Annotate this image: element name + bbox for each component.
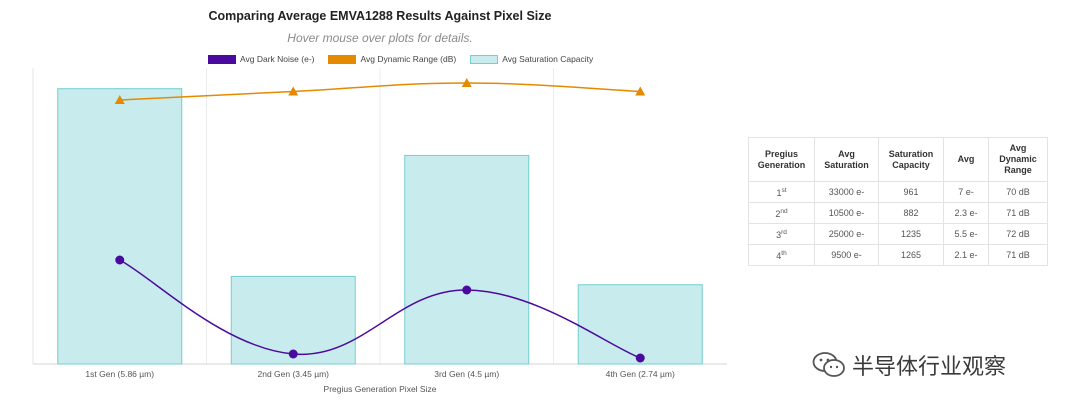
saturation-bar bbox=[404, 154, 530, 365]
cell-saturation-capacity: 961 bbox=[878, 181, 944, 203]
dynamic-range-point bbox=[288, 86, 299, 96]
watermark: 半导体行业观察 bbox=[812, 349, 1006, 381]
cell-avg: 2.1 e- bbox=[943, 244, 989, 266]
cell-avg: 7 e- bbox=[943, 181, 989, 203]
x-tick-label: 3rd Gen (4.5 µm) bbox=[434, 369, 499, 379]
chart-legend: Avg Dark Noise (e-) Avg Dynamic Range (d… bbox=[208, 52, 607, 66]
header-avg: Avg bbox=[943, 137, 989, 182]
cell-saturation-capacity: 1235 bbox=[878, 223, 944, 245]
dark-noise-point bbox=[288, 349, 298, 359]
table-row: 1st 33000 e- 961 7 e- 70 dB bbox=[748, 181, 1048, 203]
table-header-row: Pregius Generation Avg Saturation Satura… bbox=[748, 137, 1048, 182]
cell-saturation-capacity: 882 bbox=[878, 202, 944, 224]
dynamic-range-line bbox=[119, 82, 641, 101]
legend-item-dynamic-range[interactable]: Avg Dynamic Range (dB) bbox=[328, 54, 456, 64]
dark-noise-point bbox=[635, 353, 645, 363]
cell-avg-saturation: 10500 e- bbox=[814, 202, 879, 224]
legend-label-dark-noise: Avg Dark Noise (e-) bbox=[240, 54, 315, 64]
header-avg-dynamic-range: Avg Dynamic Range bbox=[988, 137, 1048, 182]
cell-dynamic-range: 71 dB bbox=[988, 244, 1048, 266]
results-table: Pregius Generation Avg Saturation Satura… bbox=[748, 137, 1048, 266]
cell-avg: 5.5 e- bbox=[943, 223, 989, 245]
chart-title: Comparing Average EMVA1288 Results Again… bbox=[208, 9, 552, 23]
wechat-icon bbox=[812, 352, 845, 377]
x-axis-label: Pregius Generation Pixel Size bbox=[324, 384, 437, 394]
cell-generation: 3rd bbox=[748, 223, 815, 245]
cell-avg-saturation: 25000 e- bbox=[814, 223, 879, 245]
legend-item-saturation-capacity[interactable]: Avg Saturation Capacity bbox=[470, 54, 593, 64]
cell-saturation-capacity: 1265 bbox=[878, 244, 944, 266]
legend-swatch-dark-noise bbox=[208, 54, 236, 64]
cell-avg: 2.3 e- bbox=[943, 202, 989, 224]
legend-label-saturation-capacity: Avg Saturation Capacity bbox=[502, 54, 594, 64]
cell-dynamic-range: 70 dB bbox=[988, 181, 1048, 203]
dark-noise-point bbox=[115, 255, 125, 265]
header-saturation-capacity: Saturation Capacity bbox=[878, 137, 944, 182]
dark-noise-line bbox=[119, 259, 641, 359]
cell-generation: 2nd bbox=[748, 202, 815, 224]
chart-subtitle: Hover mouse over plots for details. bbox=[287, 31, 473, 45]
legend-item-dark-noise[interactable]: Avg Dark Noise (e-) bbox=[208, 54, 314, 64]
dynamic-range-point bbox=[114, 95, 125, 104]
x-tick-label: 4th Gen (2.74 µm) bbox=[606, 369, 675, 379]
cell-avg-saturation: 9500 e- bbox=[814, 244, 879, 266]
saturation-bar bbox=[57, 88, 183, 365]
legend-label-dynamic-range: Avg Dynamic Range (dB) bbox=[360, 54, 457, 64]
x-tick-label: 1st Gen (5.86 µm) bbox=[85, 369, 154, 379]
legend-swatch-dynamic-range bbox=[328, 54, 357, 64]
cell-avg-saturation: 33000 e- bbox=[814, 181, 879, 203]
cell-dynamic-range: 71 dB bbox=[988, 202, 1048, 224]
legend-swatch-saturation-capacity bbox=[470, 54, 499, 64]
table-row: 2nd 10500 e- 882 2.3 e- 71 dB bbox=[748, 202, 1048, 224]
dark-noise-point bbox=[462, 285, 472, 295]
header-generation: Pregius Generation bbox=[748, 137, 815, 182]
chart-svg: 1st Gen (5.86 µm) 2nd Gen (3.45 µm) 3rd Ge… bbox=[32, 68, 727, 394]
x-tick-label: 2nd Gen (3.45 µm) bbox=[257, 369, 329, 379]
dynamic-range-point bbox=[461, 78, 472, 87]
watermark-text: 半导体行业观察 bbox=[852, 355, 1007, 380]
cell-generation: 1st bbox=[748, 181, 815, 203]
saturation-bar bbox=[577, 284, 703, 365]
cell-generation: 4th bbox=[748, 244, 815, 266]
cell-dynamic-range: 72 dB bbox=[988, 223, 1048, 245]
chart-area: Comparing Average EMVA1288 Results Again… bbox=[32, 9, 727, 394]
table-row: 4th 9500 e- 1265 2.1 e- 71 dB bbox=[748, 244, 1048, 266]
dynamic-range-point bbox=[635, 86, 646, 96]
saturation-bar bbox=[230, 275, 356, 365]
table-row: 3rd 25000 e- 1235 5.5 e- 72 dB bbox=[748, 223, 1048, 245]
header-avg-saturation: Avg Saturation bbox=[814, 137, 879, 182]
